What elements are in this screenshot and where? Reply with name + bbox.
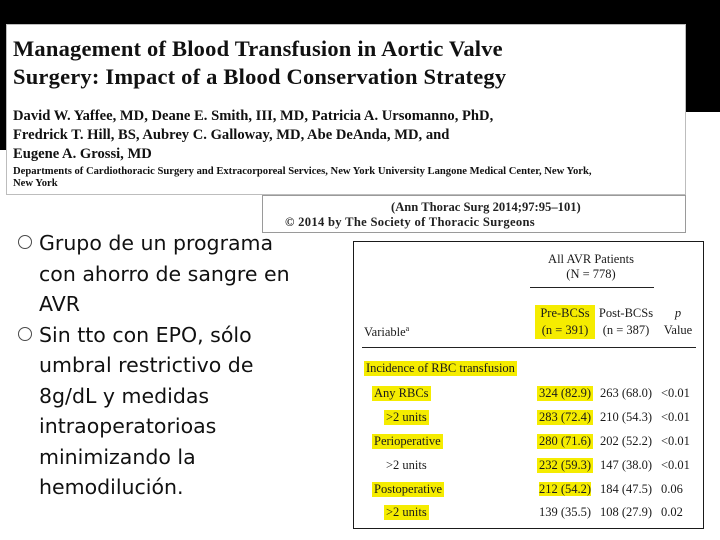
post-bcs-cell: 202 (52.2) xyxy=(600,434,653,448)
bullet-line: minimizando la xyxy=(39,444,196,469)
pre-bcs-cell: 324 (82.9) xyxy=(537,386,594,401)
post-bcs-cell: 184 (47.5) xyxy=(600,482,653,496)
pre-bcs-cell: 280 (71.6) xyxy=(537,434,594,449)
p-value-cell: <0.01 xyxy=(661,410,690,424)
department-line-2: New York xyxy=(13,178,58,189)
pre-bcs-value: 212 (54.2) xyxy=(539,482,592,496)
post-bcs-cell: 108 (27.9) xyxy=(600,505,653,519)
transfusion-table: All AVR Patients (N = 778) Variablea Pre… xyxy=(353,241,704,529)
p-value-cell: <0.01 xyxy=(661,386,690,400)
variable-label: Variable xyxy=(364,325,406,340)
group-header: All AVR Patients (N = 778) xyxy=(536,252,646,282)
header-rule xyxy=(362,347,696,348)
bullet-line: Sin tto con EPO, sólo xyxy=(39,322,252,347)
pre-bcs-label: Pre-BCSs xyxy=(540,306,590,320)
authors-line-1: David W. Yaffee, MD, Deane E. Smith, III… xyxy=(13,108,494,124)
p-value-cell: <0.01 xyxy=(661,434,690,448)
department-line-1: Departments of Cardiothoracic Surgery an… xyxy=(13,166,592,177)
post-bcs-label: Post-BCSs xyxy=(598,306,654,320)
pre-bcs-cell: 212 (54.2) xyxy=(537,482,593,497)
post-bcs-cell: 147 (38.0) xyxy=(600,458,653,472)
row-label: Postoperative xyxy=(372,482,445,497)
authors-line-3: Eugene A. Grossi, MD xyxy=(13,146,152,162)
paper-title: Management of Blood Transfusion in Aorti… xyxy=(13,35,683,91)
paper-title-line-2: Surgery: Impact of a Blood Conservation … xyxy=(13,64,507,89)
paper-department: Departments of Cardiothoracic Surgery an… xyxy=(13,166,683,190)
pre-bcs-cell: 139 (35.5) xyxy=(539,505,592,519)
bullet-list: Grupo de un programa con ahorro de sangr… xyxy=(18,228,338,503)
value-label: Value xyxy=(663,323,693,337)
bullet-line: Grupo de un programa xyxy=(39,231,274,255)
pre-bcs-header: Pre-BCSs (n = 391) xyxy=(535,305,595,339)
hollow-circle-bullet-icon xyxy=(18,235,32,249)
citation-copyright: © 2014 by The Society of Thoracic Surgeo… xyxy=(285,215,535,229)
slide-right-dark-edge xyxy=(686,0,720,112)
bullet-line: AVR xyxy=(39,292,80,316)
section-label: Incidence of RBC transfusion xyxy=(364,361,517,376)
citation-box: (Ann Thorac Surg 2014;97:95–101) © 2014 … xyxy=(262,195,686,233)
authors-line-2: Fredrick T. Hill, BS, Aubrey C. Galloway… xyxy=(13,127,450,143)
group-header-count: (N = 778) xyxy=(566,267,616,281)
p-label: p xyxy=(674,306,682,320)
group-header-title: All AVR Patients xyxy=(548,252,634,266)
p-value-cell: 0.02 xyxy=(661,505,683,519)
variable-footnote-mark: a xyxy=(405,324,410,333)
group-header-rule xyxy=(530,287,654,288)
bullet-line: hemodilución. xyxy=(39,475,184,499)
bullet-line: con ahorro de sangre en xyxy=(39,261,290,286)
bullet-item: Grupo de un programa con ahorro de sangr… xyxy=(18,228,338,320)
paper-header-excerpt: Management of Blood Transfusion in Aorti… xyxy=(6,24,686,195)
bullet-item: Sin tto con EPO, sólo umbral restrictivo… xyxy=(18,320,338,503)
post-bcs-cell: 263 (68.0) xyxy=(600,386,653,400)
post-bcs-cell: 210 (54.3) xyxy=(600,410,653,424)
row-label: Any RBCs xyxy=(372,386,431,401)
row-label: >2 units xyxy=(386,458,427,472)
slide-left-dark-edge xyxy=(0,0,8,150)
bullet-line: umbral restrictivo de xyxy=(39,353,254,377)
p-value-cell: <0.01 xyxy=(661,458,690,472)
pre-bcs-cell: 232 (59.3) xyxy=(537,458,594,473)
paper-title-line-1: Management of Blood Transfusion in Aorti… xyxy=(13,36,503,61)
pre-bcs-cell: 283 (72.4) xyxy=(537,410,594,425)
paper-authors: David W. Yaffee, MD, Deane E. Smith, III… xyxy=(13,107,683,164)
citation-journal: (Ann Thorac Surg 2014;97:95–101) xyxy=(391,200,581,214)
variable-column-header: Variablea xyxy=(364,324,409,340)
pre-bcs-count: (n = 391) xyxy=(541,323,589,337)
row-label: >2 units xyxy=(384,505,429,520)
slide-top-bar xyxy=(0,0,720,24)
bullet-line: 8g/dL y medidas xyxy=(39,383,210,408)
row-label: Perioperative xyxy=(372,434,443,449)
bullet-line: intraoperatorioas xyxy=(39,414,217,438)
p-value-cell: 0.06 xyxy=(661,482,683,496)
post-bcs-header: Post-BCSs (n = 387) xyxy=(598,305,654,339)
post-bcs-count: (n = 387) xyxy=(602,323,650,337)
row-label: >2 units xyxy=(384,410,429,425)
hollow-circle-bullet-icon xyxy=(18,326,32,341)
p-value-header: p Value xyxy=(658,305,698,339)
